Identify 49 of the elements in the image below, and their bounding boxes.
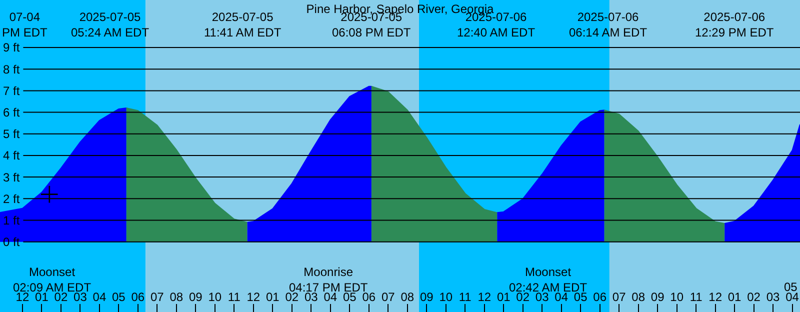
x-tick-label: 04 xyxy=(324,290,338,304)
x-tick-label: 10 xyxy=(439,290,453,304)
x-tick-label: 01 xyxy=(266,290,280,304)
x-tick-label: 03 xyxy=(766,290,780,304)
y-tick-label: 4 ft xyxy=(3,148,20,163)
y-tick-label: 8 ft xyxy=(3,62,20,76)
x-tick-label: 08 xyxy=(632,290,646,304)
x-tick-label: 11 xyxy=(690,290,703,304)
x-tick-label: 06 xyxy=(593,290,607,304)
x-tick-label: 03 xyxy=(304,290,318,304)
x-tick-label: 09 xyxy=(420,290,434,304)
x-tick-label: 02 xyxy=(516,290,530,304)
x-tick-label: 05 xyxy=(112,290,126,304)
y-tick-label: 2 ft xyxy=(3,192,20,206)
x-tick-label: 09 xyxy=(188,290,203,304)
annotation: 07-04 PM EDT xyxy=(2,10,48,40)
annotation: 2025-07-06 12:29 PM EDT xyxy=(695,10,774,40)
y-tick-label: 7 ft xyxy=(3,84,20,98)
x-tick-label: 03 xyxy=(535,290,550,304)
x-tick-label: 08 xyxy=(400,290,414,304)
y-tick-label: 9 ft xyxy=(3,40,20,55)
x-tick-label: 03 xyxy=(74,290,88,304)
x-tick-label: 04 xyxy=(92,290,106,304)
y-tick-label: 5 ft xyxy=(3,127,20,142)
x-tick-label: 06 xyxy=(362,290,376,304)
x-tick-label: 01 xyxy=(728,290,742,304)
x-tick-label: 10 xyxy=(208,290,222,304)
x-tick-label: 10 xyxy=(670,290,684,304)
x-tick-label: 09 xyxy=(650,290,665,304)
x-tick-label: 04 xyxy=(554,290,568,304)
x-tick-label: 01 xyxy=(496,290,511,304)
x-tick-label: 05 xyxy=(574,290,588,304)
y-tick-label: 1 ft xyxy=(3,213,20,228)
x-tick-label: 12 xyxy=(246,290,260,304)
x-tick-label: 02 xyxy=(54,290,68,304)
x-tick-label: 12 xyxy=(478,290,492,304)
x-tick-label: 08 xyxy=(170,290,184,304)
x-tick-label: 11 xyxy=(458,290,472,304)
x-tick-label: 06 xyxy=(131,290,145,304)
x-tick-label: 11 xyxy=(228,290,241,304)
x-tick-label: 05 xyxy=(342,290,357,304)
y-tick-label: 3 ft xyxy=(3,170,20,184)
y-tick-label: 6 ft xyxy=(3,105,20,120)
x-tick-label: 07 xyxy=(381,290,396,304)
x-tick-label: 12 xyxy=(708,290,722,304)
x-tick-label: 07 xyxy=(612,290,626,304)
x-tick-label: 07 xyxy=(150,290,164,304)
x-tick-label: 02 xyxy=(747,290,761,304)
annotation: 2025-07-05 11:41 AM EDT xyxy=(204,10,282,40)
